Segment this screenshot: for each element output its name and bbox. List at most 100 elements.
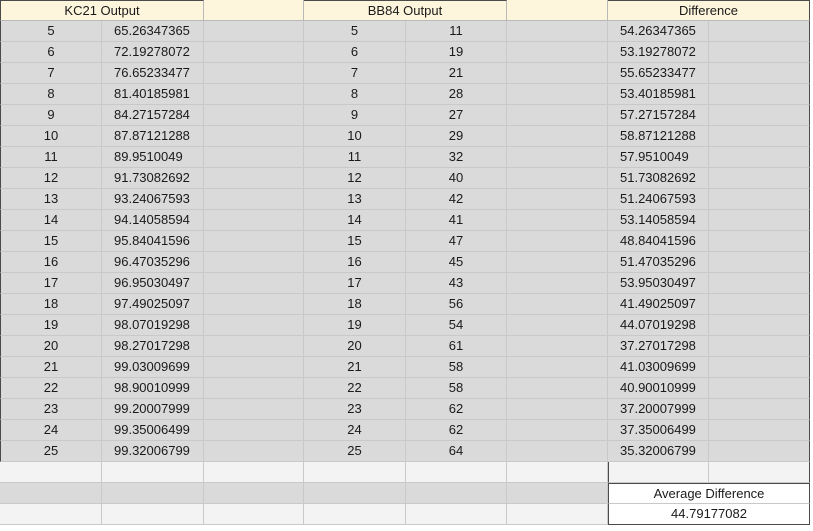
empty-cell[interactable] — [204, 189, 304, 210]
empty-cell[interactable] — [507, 357, 608, 378]
bb84-index-cell[interactable]: 24 — [304, 420, 406, 441]
empty-cell[interactable] — [0, 483, 102, 504]
bb84-index-cell[interactable]: 17 — [304, 273, 406, 294]
bb84-value-cell[interactable]: 21 — [406, 63, 507, 84]
kc21-index-cell[interactable]: 5 — [0, 21, 102, 42]
difference-value-cell[interactable]: 40.90010999 — [608, 378, 709, 399]
empty-cell[interactable] — [204, 483, 304, 504]
kc21-index-cell[interactable]: 19 — [0, 315, 102, 336]
difference-value-cell[interactable]: 53.95030497 — [608, 273, 709, 294]
header-kc21[interactable]: KC21 Output — [0, 0, 204, 21]
empty-cell[interactable] — [507, 378, 608, 399]
bb84-index-cell[interactable]: 21 — [304, 357, 406, 378]
empty-cell[interactable] — [204, 399, 304, 420]
difference-value-cell[interactable]: 53.19278072 — [608, 42, 709, 63]
bb84-index-cell[interactable]: 12 — [304, 168, 406, 189]
header-empty-cell[interactable] — [204, 0, 304, 21]
difference-value-cell[interactable]: 55.65233477 — [608, 63, 709, 84]
empty-cell[interactable] — [507, 84, 608, 105]
empty-cell[interactable] — [507, 42, 608, 63]
empty-cell[interactable] — [709, 63, 810, 84]
empty-cell[interactable] — [204, 462, 304, 483]
empty-cell[interactable] — [204, 168, 304, 189]
kc21-index-cell[interactable]: 21 — [0, 357, 102, 378]
kc21-index-cell[interactable]: 15 — [0, 231, 102, 252]
empty-cell[interactable] — [709, 441, 810, 462]
kc21-value-cell[interactable]: 98.90010999 — [102, 378, 204, 399]
empty-cell[interactable] — [204, 357, 304, 378]
empty-cell[interactable] — [507, 252, 608, 273]
average-difference-label[interactable]: Average Difference — [608, 483, 810, 504]
bb84-index-cell[interactable]: 5 — [304, 21, 406, 42]
empty-cell[interactable] — [709, 147, 810, 168]
empty-cell[interactable] — [608, 462, 709, 483]
empty-cell[interactable] — [204, 84, 304, 105]
kc21-value-cell[interactable]: 99.03009699 — [102, 357, 204, 378]
kc21-index-cell[interactable]: 12 — [0, 168, 102, 189]
empty-cell[interactable] — [709, 252, 810, 273]
bb84-value-cell[interactable]: 62 — [406, 399, 507, 420]
empty-cell[interactable] — [709, 336, 810, 357]
empty-cell[interactable] — [102, 462, 204, 483]
kc21-value-cell[interactable]: 65.26347365 — [102, 21, 204, 42]
empty-cell[interactable] — [204, 252, 304, 273]
difference-value-cell[interactable]: 51.24067593 — [608, 189, 709, 210]
difference-value-cell[interactable]: 48.84041596 — [608, 231, 709, 252]
empty-cell[interactable] — [709, 126, 810, 147]
empty-cell[interactable] — [507, 126, 608, 147]
empty-cell[interactable] — [709, 378, 810, 399]
empty-cell[interactable] — [507, 147, 608, 168]
bb84-value-cell[interactable]: 56 — [406, 294, 507, 315]
bb84-index-cell[interactable]: 25 — [304, 441, 406, 462]
difference-value-cell[interactable]: 41.49025097 — [608, 294, 709, 315]
bb84-index-cell[interactable]: 6 — [304, 42, 406, 63]
empty-cell[interactable] — [507, 168, 608, 189]
bb84-value-cell[interactable]: 45 — [406, 252, 507, 273]
empty-cell[interactable] — [507, 315, 608, 336]
empty-cell[interactable] — [709, 231, 810, 252]
empty-cell[interactable] — [709, 105, 810, 126]
empty-cell[interactable] — [507, 399, 608, 420]
bb84-index-cell[interactable]: 14 — [304, 210, 406, 231]
bb84-index-cell[interactable]: 19 — [304, 315, 406, 336]
kc21-value-cell[interactable]: 81.40185981 — [102, 84, 204, 105]
kc21-index-cell[interactable]: 17 — [0, 273, 102, 294]
empty-cell[interactable] — [709, 210, 810, 231]
kc21-value-cell[interactable]: 94.14058594 — [102, 210, 204, 231]
empty-cell[interactable] — [507, 231, 608, 252]
empty-cell[interactable] — [709, 21, 810, 42]
kc21-value-cell[interactable]: 99.20007999 — [102, 399, 204, 420]
empty-cell[interactable] — [709, 357, 810, 378]
empty-cell[interactable] — [406, 504, 507, 525]
kc21-value-cell[interactable]: 91.73082692 — [102, 168, 204, 189]
kc21-index-cell[interactable]: 7 — [0, 63, 102, 84]
empty-cell[interactable] — [204, 63, 304, 84]
empty-cell[interactable] — [709, 42, 810, 63]
bb84-value-cell[interactable]: 58 — [406, 357, 507, 378]
kc21-index-cell[interactable]: 24 — [0, 420, 102, 441]
bb84-value-cell[interactable]: 58 — [406, 378, 507, 399]
empty-cell[interactable] — [102, 504, 204, 525]
bb84-index-cell[interactable]: 18 — [304, 294, 406, 315]
bb84-value-cell[interactable]: 47 — [406, 231, 507, 252]
kc21-value-cell[interactable]: 99.32006799 — [102, 441, 204, 462]
difference-value-cell[interactable]: 35.32006799 — [608, 441, 709, 462]
bb84-index-cell[interactable]: 20 — [304, 336, 406, 357]
difference-value-cell[interactable]: 51.73082692 — [608, 168, 709, 189]
difference-value-cell[interactable]: 51.47035296 — [608, 252, 709, 273]
difference-value-cell[interactable]: 53.40185981 — [608, 84, 709, 105]
difference-value-cell[interactable]: 57.9510049 — [608, 147, 709, 168]
kc21-value-cell[interactable]: 89.9510049 — [102, 147, 204, 168]
empty-cell[interactable] — [709, 189, 810, 210]
difference-value-cell[interactable]: 37.20007999 — [608, 399, 709, 420]
bb84-index-cell[interactable]: 16 — [304, 252, 406, 273]
empty-cell[interactable] — [304, 504, 406, 525]
empty-cell[interactable] — [709, 84, 810, 105]
bb84-value-cell[interactable]: 64 — [406, 441, 507, 462]
bb84-index-cell[interactable]: 10 — [304, 126, 406, 147]
kc21-value-cell[interactable]: 97.49025097 — [102, 294, 204, 315]
kc21-value-cell[interactable]: 99.35006499 — [102, 420, 204, 441]
empty-cell[interactable] — [709, 420, 810, 441]
kc21-index-cell[interactable]: 9 — [0, 105, 102, 126]
difference-value-cell[interactable]: 58.87121288 — [608, 126, 709, 147]
